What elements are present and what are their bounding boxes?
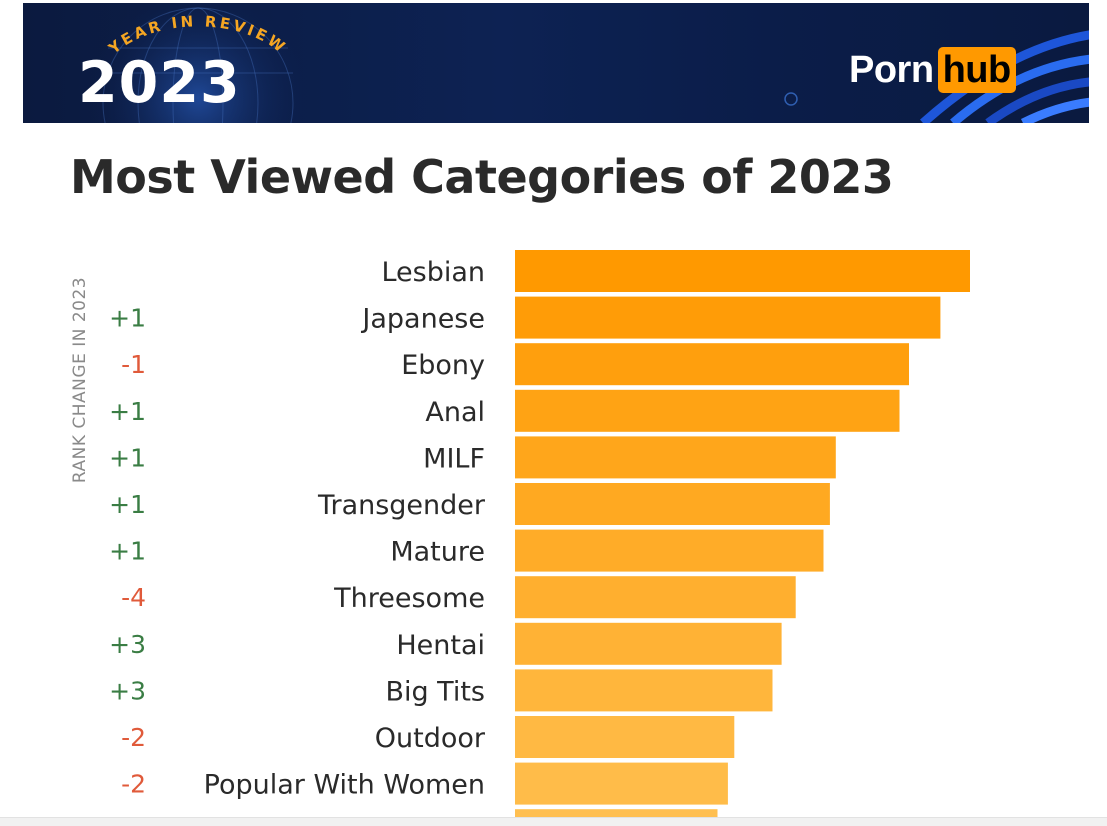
category-label: Threesome xyxy=(333,583,485,614)
rank-change-label: +1 xyxy=(109,537,146,566)
banner: YEAR IN REVIEW 2023 Porn hub xyxy=(23,3,1089,123)
brand-logo-right: hub xyxy=(937,47,1016,93)
bar-popular-with-women xyxy=(515,762,728,805)
rank-change-label: -4 xyxy=(121,583,146,612)
bar-hentai xyxy=(515,622,782,665)
bar-anal xyxy=(515,389,900,432)
bar-big-tits xyxy=(515,669,773,712)
rank-change-label: +1 xyxy=(109,397,146,426)
category-label: Hentai xyxy=(396,630,485,661)
bar-milf xyxy=(515,436,836,479)
rank-change-label: +1 xyxy=(109,304,146,333)
category-label: Ebony xyxy=(401,350,485,381)
category-label: Lesbian xyxy=(381,257,485,288)
category-label: Anal xyxy=(425,397,485,428)
rank-change-label: -2 xyxy=(121,770,146,799)
category-label: MILF xyxy=(423,443,485,474)
rank-change-label: -2 xyxy=(121,723,146,752)
rank-change-label: +1 xyxy=(109,490,146,519)
rank-change-label: +3 xyxy=(109,676,146,705)
category-label: Transgender xyxy=(317,490,486,521)
category-label: Japanese xyxy=(360,304,485,335)
bar-lesbian xyxy=(515,250,970,292)
rank-change-label: +3 xyxy=(109,630,146,659)
bar-outdoor xyxy=(515,716,735,758)
category-label: Big Tits xyxy=(385,676,485,707)
banner-year: 2023 xyxy=(78,50,241,116)
bar-japanese xyxy=(515,296,941,339)
bar-ebony xyxy=(515,343,909,386)
chart-title: Most Viewed Categories of 2023 xyxy=(70,150,894,204)
bottom-scroll-edge xyxy=(0,817,1107,826)
category-label: Outdoor xyxy=(375,723,486,754)
rank-change-label: +1 xyxy=(109,443,146,472)
banner-background-art xyxy=(88,3,1089,123)
bar-transgender xyxy=(515,483,830,525)
bar-mature xyxy=(515,529,824,572)
brand-logo-left: Porn xyxy=(849,48,934,91)
brand-logo[interactable]: Porn hub xyxy=(849,44,1016,96)
year-in-review-arc: YEAR IN REVIEW xyxy=(104,12,287,58)
bar-threesome xyxy=(515,576,796,619)
category-label: Popular With Women xyxy=(204,770,485,801)
category-label: Mature xyxy=(390,537,485,568)
rank-change-label: -1 xyxy=(121,350,146,379)
